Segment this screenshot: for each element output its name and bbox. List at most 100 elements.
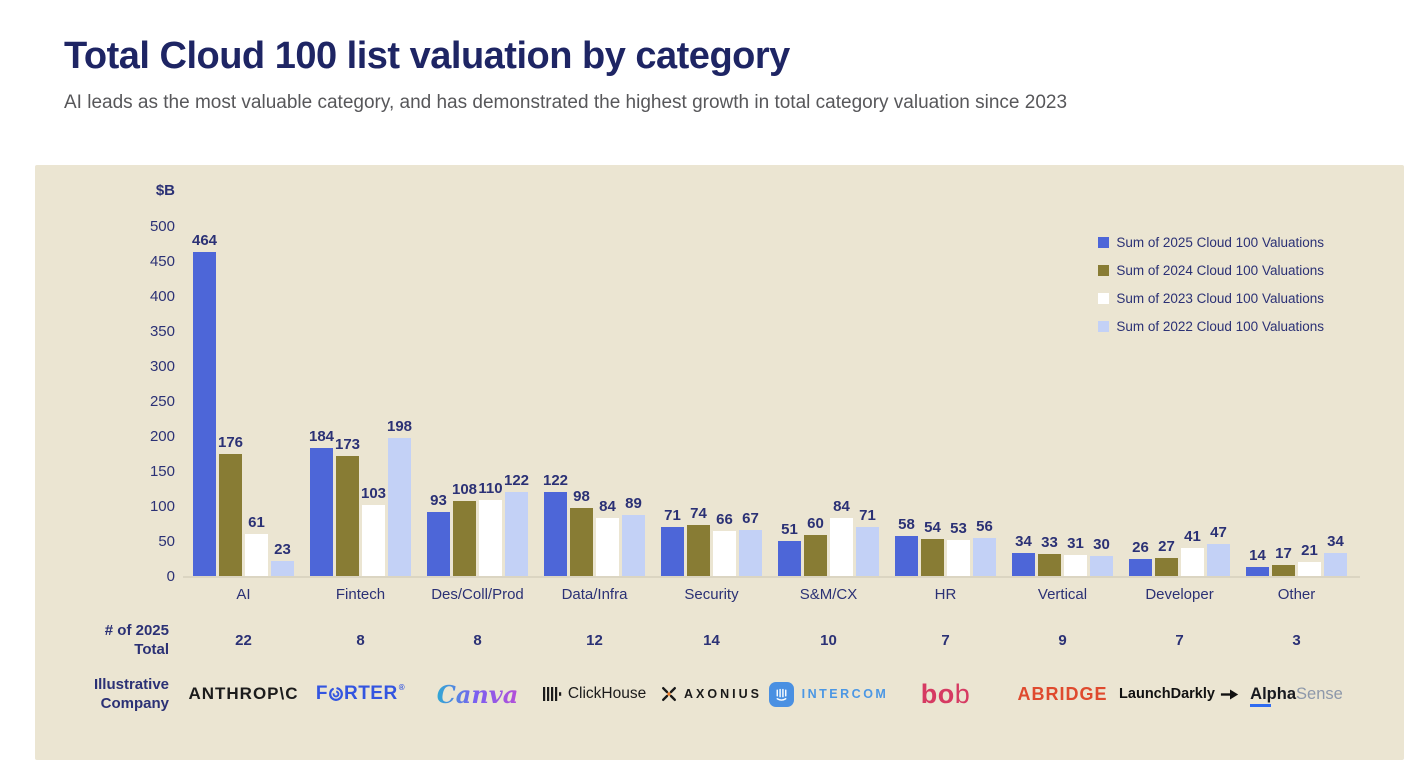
bars-band: 464 176 61 23 184 173 103 198 93 108 110 122 122 98 84…: [192, 227, 1404, 577]
bar-value-label: 198: [386, 418, 413, 436]
legend-item: Sum of 2023 Cloud 100 Valuations: [1098, 291, 1324, 306]
company-logo-cell: ANTHROP\C: [188, 684, 297, 704]
bar-value-label: 54: [924, 519, 941, 537]
category-labels-band: AI Fintech Des/Coll/Prod Data/Infra Security…: [193, 586, 1404, 603]
forter-registered-mark: ®: [398, 683, 406, 692]
category-label: Des/Coll/Prod: [431, 586, 524, 603]
bar-slot: 74: [687, 505, 710, 577]
forter-fingerprint-icon: [329, 687, 343, 701]
y-axis-tick: 300: [149, 358, 175, 375]
legend-marker: [1098, 321, 1110, 332]
count-value: 8: [473, 631, 482, 649]
bar: [570, 508, 593, 577]
bar: [713, 530, 736, 577]
y-axis-tick: 250: [149, 393, 175, 410]
bar-value-label: 66: [716, 510, 733, 528]
category-label: Other: [1277, 586, 1316, 603]
count-value: 22: [235, 631, 252, 649]
bar-slot: 84: [830, 498, 853, 577]
count-row: # of 2025 Total 22 8 8 12 14 10 7 9 7 3: [35, 621, 1404, 659]
bar: [596, 518, 619, 577]
bar-value-label: 27: [1158, 538, 1175, 556]
bar: [427, 511, 450, 577]
launchdarkly-arrow-icon: [1220, 689, 1239, 699]
bar-group: 122 98 84 89: [542, 227, 645, 577]
bar-value-label: 122: [503, 471, 530, 489]
bar: [856, 527, 879, 577]
bar: [687, 525, 710, 577]
bar-value-label: 84: [599, 498, 616, 516]
company-logo-cell: ClickHouse: [542, 685, 647, 703]
bar: [804, 535, 827, 577]
bar: [1012, 553, 1035, 577]
count-value: 8: [356, 631, 365, 649]
bar-value-label: 122: [542, 471, 569, 489]
bar-slot: 176: [218, 434, 243, 577]
forter-logo-text-pre: F: [315, 683, 328, 704]
count-row-header-line1: # of 2025: [104, 622, 169, 639]
bar-slot: 173: [335, 436, 360, 577]
clickhouse-logo-text: ClickHouse: [567, 685, 647, 702]
axonius-logo: AXONIUS: [661, 686, 762, 702]
legend-item: Sum of 2025 Cloud 100 Valuations: [1098, 235, 1324, 250]
bar-slot: 58: [895, 516, 918, 577]
count-row-header: # of 2025 Total: [35, 621, 177, 659]
category-label: HR: [934, 586, 957, 603]
bar-slot: 61: [245, 514, 268, 577]
bob-letter: b: [954, 678, 971, 709]
legend-label: Sum of 2023 Cloud 100 Valuations: [1116, 291, 1324, 306]
y-axis-tick: 0: [166, 568, 175, 585]
page-subtitle: AI leads as the most valuable category, …: [64, 92, 1068, 113]
bar: [622, 514, 645, 577]
bar-slot: 84: [596, 498, 619, 577]
bar-value-label: 33: [1041, 533, 1058, 551]
bar-value-label: 108: [451, 481, 478, 499]
bar-slot: 66: [713, 511, 736, 577]
bar-slot: 464: [192, 232, 217, 577]
legend-item: Sum of 2022 Cloud 100 Valuations: [1098, 319, 1324, 334]
bar: [778, 541, 801, 577]
bar: [1207, 544, 1230, 577]
forter-logo-text-post: RTER: [343, 683, 398, 704]
company-logo-cell: LaunchDarkly: [1119, 686, 1239, 702]
bar-slot: 53: [947, 520, 970, 577]
bar-value-label: 60: [807, 515, 824, 532]
bar-slot: 98: [570, 488, 593, 577]
bar-value-label: 17: [1275, 545, 1292, 563]
bar: [661, 527, 684, 577]
bar-value-label: 110: [478, 480, 503, 497]
bar-value-label: 61: [248, 514, 265, 532]
bar-slot: 26: [1129, 539, 1152, 577]
bar-slot: 60: [804, 515, 827, 577]
page-title: Total Cloud 100 list valuation by catego…: [64, 35, 790, 77]
bar-value-label: 47: [1210, 524, 1227, 542]
bar-slot: 47: [1207, 524, 1230, 577]
bar-value-label: 103: [360, 484, 387, 502]
bar: [388, 438, 411, 577]
bar-slot: 103: [360, 484, 387, 577]
company-row-header: Illustrative Company: [35, 675, 177, 713]
y-axis-tick: 400: [149, 288, 175, 305]
y-axis-tick: 200: [149, 428, 175, 445]
legend: Sum of 2025 Cloud 100 Valuations Sum of 2…: [1098, 235, 1324, 347]
company-logo-cell: F RTER ®: [310, 683, 411, 705]
bar-slot: 34: [1324, 533, 1347, 577]
bar-value-label: 53: [950, 519, 967, 537]
legend-label: Sum of 2025 Cloud 100 Valuations: [1116, 235, 1324, 250]
bar-slot: 184: [309, 428, 334, 577]
bar: [1155, 558, 1178, 577]
category-label: Developer: [1145, 586, 1214, 603]
bar-value-label: 41: [1184, 528, 1201, 546]
bar-slot: 93: [427, 492, 450, 577]
bar: [895, 536, 918, 577]
axonius-logo-text: AXONIUS: [684, 687, 762, 701]
bar: [336, 455, 359, 577]
y-axis-unit-label: $B: [155, 182, 175, 199]
bar-group: 71 74 66 67: [661, 227, 762, 577]
count-value: 9: [1058, 631, 1067, 649]
bar-slot: 33: [1038, 534, 1061, 577]
y-axis-tick: 150: [149, 463, 175, 480]
bar-value-label: 67: [742, 510, 759, 528]
bar-slot: 17: [1272, 545, 1295, 577]
